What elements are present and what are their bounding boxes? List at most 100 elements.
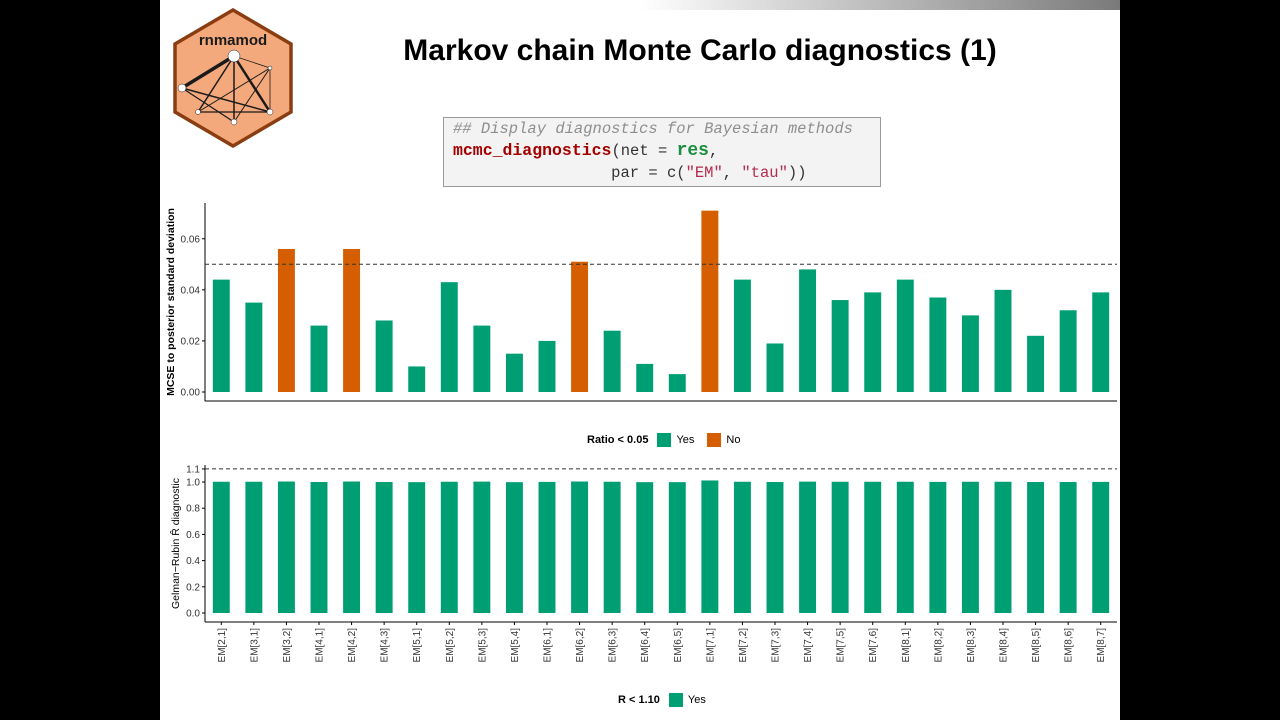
mcse-bar	[473, 325, 491, 392]
rhat-bar	[929, 481, 947, 613]
mcse-bar	[733, 279, 751, 392]
rhat-bar	[571, 481, 589, 613]
x-tick-label: EM[4,1]	[315, 628, 326, 663]
mcse-bar	[505, 353, 523, 392]
x-tick-label: EM[6,1]	[543, 628, 554, 663]
mcse-bar	[961, 315, 979, 392]
x-tick-label: EM[7,2]	[738, 628, 749, 663]
mcse-bar	[799, 269, 817, 392]
mcse-bar	[1059, 310, 1077, 392]
rhat-bar	[538, 481, 556, 613]
rhat-bar	[831, 481, 849, 613]
x-tick-label: EM[7,4]	[803, 628, 814, 663]
code-open: (net =	[611, 142, 677, 160]
rhat-bar	[636, 482, 654, 613]
logo-network-nodes	[177, 49, 274, 126]
legend-key-yes	[657, 433, 672, 447]
rhat-legend-title: R < 1.10	[618, 694, 660, 706]
rhat-legend: R < 1.10 Yes	[618, 693, 706, 707]
x-tick-label: EM[8,7]	[1096, 628, 1107, 663]
mcse-bar	[538, 340, 556, 392]
rhat-bar	[733, 481, 751, 613]
mcse-y-tick-label: 0.04	[181, 285, 201, 296]
diagnostics-chart: 0.00 0.02 0.04 0.06 MCSE to posterior standa…	[165, 203, 1117, 663]
rhat-y-tick-label: 0.0	[186, 609, 200, 620]
rhat-bar	[1092, 481, 1110, 613]
rhat-y-tick-label: 1.0	[186, 478, 200, 489]
mcse-bar	[1027, 335, 1045, 392]
rhat-bar	[343, 481, 361, 613]
mcse-bar	[1092, 292, 1110, 392]
legend-label-yes: Yes	[676, 434, 695, 446]
rhat-bar	[799, 481, 817, 613]
rhat-bar	[1059, 482, 1077, 613]
rhat-bar	[864, 481, 882, 613]
mcse-legend: Ratio < 0.05 Yes No	[587, 433, 740, 447]
slide-title: Markov chain Monte Carlo diagnostics (1)	[403, 34, 997, 67]
mcse-bar	[440, 282, 458, 392]
mcse-y-axis-label: MCSE to posterior standard deviation	[165, 208, 177, 396]
mcse-bar	[701, 210, 719, 392]
rhat-bar	[961, 481, 979, 613]
code-comment: ## Display diagnostics for Bayesian meth…	[453, 120, 853, 138]
mcse-bar	[896, 279, 914, 392]
code-par: par = c(	[611, 164, 686, 182]
x-tick-label: EM[4,3]	[380, 628, 391, 663]
mcse-bar	[929, 297, 947, 392]
mcse-legend-title: Ratio < 0.05	[587, 434, 649, 446]
code-sep: ,	[722, 164, 742, 182]
x-tick-label: EM[3,2]	[282, 628, 293, 663]
x-tick-label: EM[8,2]	[933, 628, 944, 663]
mcse-bar	[603, 330, 621, 392]
code-block: ## Display diagnostics for Bayesian meth…	[443, 117, 881, 187]
rhat-bar	[310, 482, 328, 613]
rhat-bar	[668, 482, 686, 613]
x-tick-label: EM[8,5]	[1031, 628, 1042, 663]
rhat-bar	[245, 481, 263, 613]
mcse-panel: 0.00 0.02 0.04 0.06 MCSE to posterior standa…	[165, 203, 1117, 402]
rhat-bar	[375, 482, 393, 613]
rhat-bar	[473, 481, 491, 613]
code-arg-tau: "tau"	[741, 164, 788, 182]
mcse-bar	[766, 343, 784, 392]
x-tick-label: EM[5,1]	[412, 628, 423, 663]
x-tick-label: EM[5,2]	[445, 628, 456, 663]
x-tick-label: EM[4,2]	[347, 628, 358, 663]
code-object: res	[676, 141, 709, 161]
x-tick-label: EM[8,6]	[1064, 628, 1075, 663]
x-tick-label: EM[5,4]	[510, 628, 521, 663]
rhat-y-tick-label: 0.2	[186, 582, 200, 593]
rhat-legend-label-yes: Yes	[687, 694, 706, 706]
x-tick-label: EM[8,4]	[999, 628, 1010, 663]
rhat-bar	[212, 481, 230, 613]
rhat-y-tick-label: 0.8	[186, 504, 200, 515]
rhat-bar	[277, 481, 295, 613]
mcse-bar	[831, 300, 849, 392]
rhat-bar	[1027, 482, 1045, 613]
legend-key-no	[707, 433, 722, 447]
mcse-bar	[408, 366, 426, 392]
rhat-legend-key-yes	[668, 693, 683, 707]
mcse-bar	[864, 292, 882, 392]
code-function: mcmc_diagnostics	[453, 141, 612, 160]
x-tick-label: EM[3,1]	[249, 628, 260, 663]
rhat-y-tick-label: 0.4	[186, 556, 200, 567]
x-tick-label: EM[6,2]	[575, 628, 586, 663]
rhat-y-tick-label: 1.1	[186, 464, 200, 475]
mcse-y-tick-label: 0.00	[181, 388, 201, 399]
rhat-bar	[701, 480, 719, 613]
mcse-bar	[343, 248, 361, 392]
rhat-bar	[896, 481, 914, 613]
slide-top-gradient-bar	[640, 0, 1120, 10]
rhat-y-tick-label: 0.6	[186, 530, 200, 541]
mcse-bar	[375, 320, 393, 392]
mcse-bar	[636, 363, 654, 392]
rhat-bar	[766, 482, 784, 613]
rhat-bar	[505, 482, 523, 613]
rhat-bar	[440, 481, 458, 613]
mcse-bar	[310, 325, 328, 392]
x-tick-label: EM[6,4]	[640, 628, 651, 663]
x-tick-label: EM[8,1]	[901, 628, 912, 663]
x-tick-label: EM[6,5]	[673, 628, 684, 663]
mcse-bar	[668, 374, 686, 392]
